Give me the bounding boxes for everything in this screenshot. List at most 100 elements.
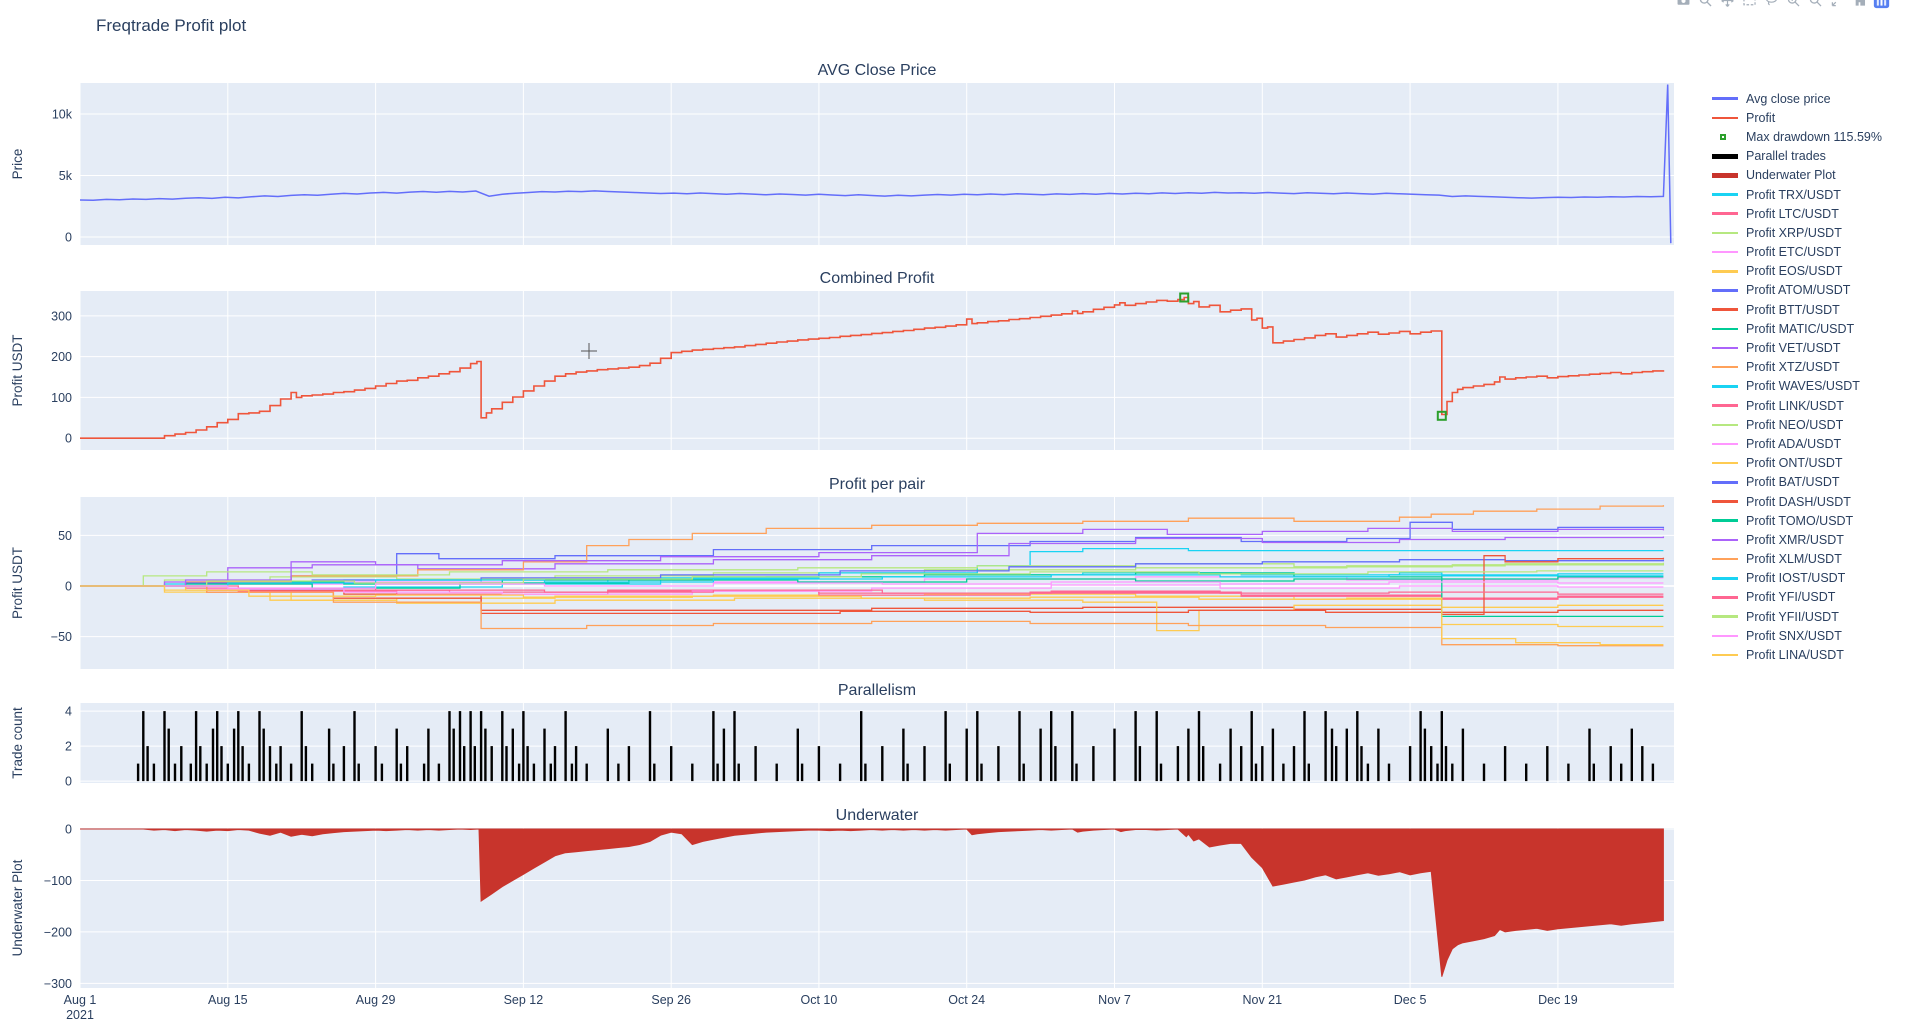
legend-item-profit-btt-usdt[interactable]: Profit BTT/USDT bbox=[1712, 300, 1882, 319]
trade-count-bar[interactable] bbox=[490, 746, 493, 782]
trade-count-bar[interactable] bbox=[944, 711, 947, 782]
legend-item-max-drawdown-115-59[interactable]: Max drawdown 115.59% bbox=[1712, 127, 1882, 146]
trade-count-bar[interactable] bbox=[864, 763, 867, 782]
legend-item-profit-dash-usdt[interactable]: Profit DASH/USDT bbox=[1712, 492, 1882, 511]
trade-count-bar[interactable] bbox=[1054, 746, 1057, 782]
trade-count-bar[interactable] bbox=[800, 763, 804, 782]
series-profit-yfii-usdt[interactable] bbox=[80, 570, 1664, 587]
trade-count-bar[interactable] bbox=[268, 746, 272, 782]
legend-item-profit-ont-usdt[interactable]: Profit ONT/USDT bbox=[1712, 454, 1882, 473]
trade-count-bar[interactable] bbox=[205, 763, 208, 782]
trade-count-bar[interactable] bbox=[289, 763, 293, 782]
trade-count-bar[interactable] bbox=[1366, 763, 1370, 782]
trade-count-bar[interactable] bbox=[136, 763, 140, 782]
trade-count-bar[interactable] bbox=[522, 711, 525, 782]
trade-count-bar[interactable] bbox=[1651, 763, 1655, 782]
trade-count-bar[interactable] bbox=[1218, 763, 1222, 782]
trade-count-bar[interactable] bbox=[1324, 711, 1327, 782]
camera-icon[interactable] bbox=[1675, 0, 1692, 9]
trade-count-bar[interactable] bbox=[275, 763, 278, 782]
trade-count-bar[interactable] bbox=[211, 728, 215, 782]
trade-count-bar[interactable] bbox=[1408, 746, 1412, 782]
trade-count-bar[interactable] bbox=[691, 763, 694, 782]
trade-count-bar[interactable] bbox=[1134, 711, 1137, 782]
legend-item-profit-lina-usdt[interactable]: Profit LINA/USDT bbox=[1712, 645, 1882, 664]
legend-item-profit-xtz-usdt[interactable]: Profit XTZ/USDT bbox=[1712, 358, 1882, 377]
trade-count-bar[interactable] bbox=[712, 711, 715, 782]
trade-count-bar[interactable] bbox=[180, 746, 183, 782]
trade-count-bar[interactable] bbox=[1546, 746, 1549, 782]
trade-count-bar[interactable] bbox=[923, 746, 926, 782]
trade-count-bar[interactable] bbox=[648, 711, 652, 782]
box-select-icon[interactable] bbox=[1741, 0, 1758, 9]
trade-count-bar[interactable] bbox=[627, 746, 631, 782]
trade-count-bar[interactable] bbox=[796, 728, 799, 782]
legend-item-avg-close-price[interactable]: Avg close price bbox=[1712, 89, 1882, 108]
legend-item-profit-xlm-usdt[interactable]: Profit XLM/USDT bbox=[1712, 550, 1882, 569]
trade-count-bar[interactable] bbox=[670, 746, 673, 782]
trade-count-bar[interactable] bbox=[1588, 728, 1591, 782]
trade-count-bar[interactable] bbox=[1250, 711, 1253, 782]
trade-count-bar[interactable] bbox=[543, 728, 546, 782]
trade-count-bar[interactable] bbox=[501, 711, 504, 782]
trade-count-bar[interactable] bbox=[517, 763, 521, 782]
trade-count-bar[interactable] bbox=[1387, 763, 1391, 782]
trade-count-bar[interactable] bbox=[1282, 763, 1285, 782]
series-profit-xmr-usdt[interactable] bbox=[80, 527, 1665, 587]
reset-axes-icon[interactable] bbox=[1851, 0, 1868, 9]
trade-count-bar[interactable] bbox=[1187, 728, 1190, 782]
trade-count-bar[interactable] bbox=[606, 728, 609, 782]
trade-count-bar[interactable] bbox=[653, 763, 656, 782]
series-profit-lina-usdt[interactable] bbox=[80, 585, 1664, 646]
trade-count-bar[interactable] bbox=[380, 763, 384, 782]
trade-count-bar[interactable] bbox=[976, 711, 979, 782]
trade-count-bar[interactable] bbox=[1229, 728, 1232, 782]
trade-count-bar[interactable] bbox=[220, 746, 223, 782]
trade-count-bar[interactable] bbox=[1113, 728, 1116, 782]
legend-item-profit-xmr-usdt[interactable]: Profit XMR/USDT bbox=[1712, 530, 1882, 549]
trade-count-bar[interactable] bbox=[1335, 746, 1338, 782]
trade-count-bar[interactable] bbox=[262, 728, 265, 782]
trade-count-bar[interactable] bbox=[1430, 746, 1433, 782]
trade-count-bar[interactable] bbox=[479, 711, 483, 782]
trade-count-bar[interactable] bbox=[258, 711, 261, 782]
trade-count-bar[interactable] bbox=[311, 763, 314, 782]
trade-count-bar[interactable] bbox=[1202, 746, 1205, 782]
trade-count-bar[interactable] bbox=[1440, 711, 1443, 782]
trade-count-bar[interactable] bbox=[237, 711, 240, 782]
trade-count-bar[interactable] bbox=[463, 746, 466, 782]
trade-count-bar[interactable] bbox=[1050, 711, 1053, 782]
legend-item-profit-xrp-usdt[interactable]: Profit XRP/USDT bbox=[1712, 223, 1882, 242]
trade-count-bar[interactable] bbox=[617, 763, 620, 782]
legend-item-profit-etc-usdt[interactable]: Profit ETC/USDT bbox=[1712, 243, 1882, 262]
trade-count-bar[interactable] bbox=[1039, 728, 1042, 782]
trade-count-bar[interactable] bbox=[163, 711, 166, 782]
trade-count-bar[interactable] bbox=[1303, 711, 1306, 782]
trade-count-bar[interactable] bbox=[1592, 763, 1595, 782]
series-underwater-plot[interactable] bbox=[80, 828, 1664, 977]
trade-count-bar[interactable] bbox=[948, 763, 951, 782]
legend-item-profit-trx-usdt[interactable]: Profit TRX/USDT bbox=[1712, 185, 1882, 204]
trade-count-bar[interactable] bbox=[1075, 763, 1078, 782]
trade-count-bar[interactable] bbox=[570, 763, 574, 782]
trade-count-bar[interactable] bbox=[1254, 763, 1258, 782]
trade-count-bar[interactable] bbox=[1159, 763, 1163, 782]
zoom-in-icon[interactable] bbox=[1785, 0, 1802, 9]
plot-area-avg-close-price[interactable] bbox=[80, 83, 1674, 245]
legend-item-profit-tomo-usdt[interactable]: Profit TOMO/USDT bbox=[1712, 511, 1882, 530]
trade-count-bar[interactable] bbox=[332, 763, 335, 782]
trade-count-bar[interactable] bbox=[775, 763, 778, 782]
legend-item-profit-atom-usdt[interactable]: Profit ATOM/USDT bbox=[1712, 281, 1882, 300]
trade-count-bar[interactable] bbox=[194, 711, 198, 782]
trade-count-bar[interactable] bbox=[532, 763, 536, 782]
trade-count-bar[interactable] bbox=[484, 728, 487, 782]
trade-count-bar[interactable] bbox=[1155, 711, 1158, 782]
trade-count-bar[interactable] bbox=[247, 763, 251, 782]
pan-icon[interactable] bbox=[1719, 0, 1736, 9]
trade-count-bar[interactable] bbox=[395, 728, 398, 782]
legend-item-underwater-plot[interactable]: Underwater Plot bbox=[1712, 166, 1882, 185]
trade-count-bar[interactable] bbox=[1630, 728, 1633, 782]
trade-count-bar[interactable] bbox=[437, 763, 441, 782]
trade-count-bar[interactable] bbox=[838, 763, 842, 782]
series-profit-snx-usdt[interactable] bbox=[80, 581, 1664, 589]
